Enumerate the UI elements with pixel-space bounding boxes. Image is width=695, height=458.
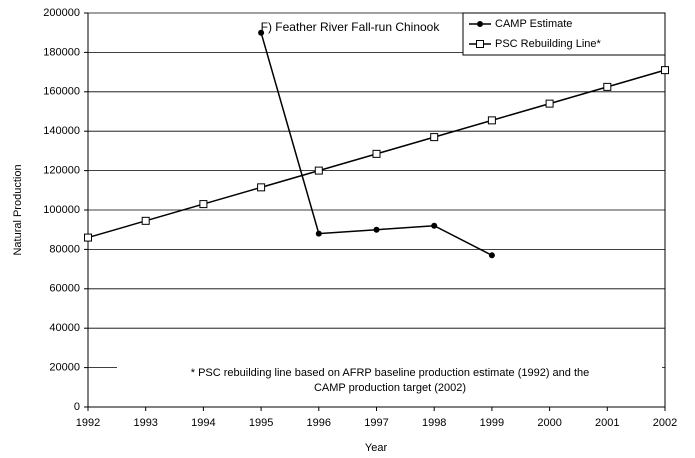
- y-tick-label: 40000: [49, 322, 80, 334]
- x-tick-label: 1999: [480, 417, 504, 429]
- legend-marker: [477, 21, 483, 27]
- x-tick-label: 1998: [422, 417, 446, 429]
- point: [199, 200, 208, 209]
- point: [487, 116, 496, 125]
- y-tick-label: 20000: [49, 362, 80, 374]
- x-tick-label: 1992: [76, 417, 100, 429]
- x-axis-label: Year: [365, 442, 388, 454]
- point: [430, 133, 439, 142]
- legend-label: PSC Rebuilding Line*: [495, 38, 602, 50]
- x-tick-label: 1995: [249, 417, 273, 429]
- x-tick-label: 2002: [653, 417, 677, 429]
- x-tick-label: 1993: [133, 417, 157, 429]
- legend-label: CAMP Estimate: [495, 18, 572, 30]
- legend-marker: [476, 40, 484, 48]
- y-tick-label: 100000: [43, 204, 80, 216]
- x-tick-label: 1994: [191, 417, 215, 429]
- y-tick-label: 120000: [43, 165, 80, 177]
- legend-box: [462, 12, 666, 56]
- y-tick-label: 80000: [49, 243, 80, 255]
- point: [141, 216, 150, 225]
- point: [257, 183, 266, 192]
- y-tick-label: 140000: [43, 125, 80, 137]
- x-tick-label: 2000: [537, 417, 561, 429]
- point: [84, 233, 92, 242]
- point: [431, 222, 438, 229]
- series-line: [260, 32, 493, 256]
- x-tick-label: 1997: [364, 417, 388, 429]
- chart-title: F) Feather River Fall-run Chinook: [261, 20, 441, 34]
- point: [373, 226, 380, 233]
- point: [661, 66, 669, 75]
- y-tick-label: 180000: [43, 46, 80, 58]
- y-tick-label: 200000: [43, 7, 80, 19]
- y-tick-label: 0: [74, 401, 80, 413]
- point: [314, 166, 323, 175]
- y-tick-label: 60000: [49, 283, 80, 295]
- footnote-box: [117, 362, 662, 402]
- y-tick-label: 160000: [43, 86, 80, 98]
- point: [258, 29, 265, 36]
- y-axis-label: Natural Production: [12, 164, 24, 255]
- point: [545, 99, 554, 108]
- point: [488, 252, 495, 259]
- point: [603, 82, 612, 91]
- point: [315, 230, 322, 237]
- point: [372, 149, 381, 158]
- x-tick-label: 1996: [307, 417, 331, 429]
- footnote: CAMP production target (2002): [314, 382, 466, 394]
- x-tick-label: 2001: [595, 417, 619, 429]
- footnote: * PSC rebuilding line based on AFRP base…: [191, 367, 590, 379]
